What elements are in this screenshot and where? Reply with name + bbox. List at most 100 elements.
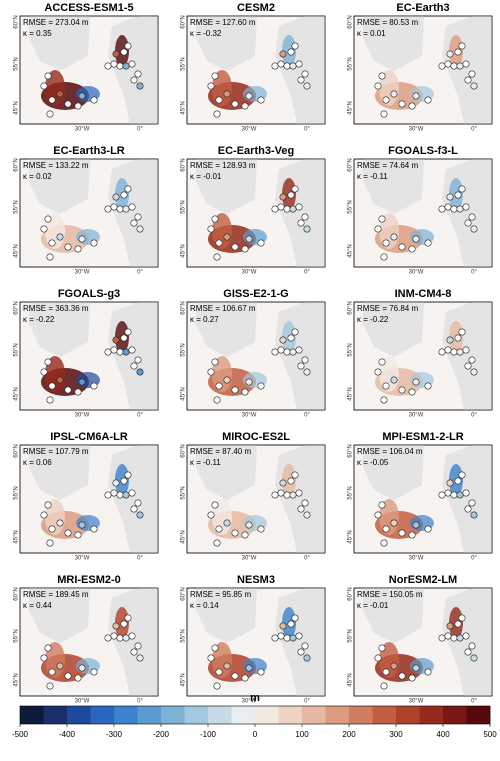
- station: [408, 388, 416, 396]
- station: [116, 491, 124, 499]
- station: [211, 215, 219, 223]
- station: [122, 634, 130, 642]
- station: [412, 92, 420, 100]
- station: [390, 376, 398, 384]
- station: [378, 501, 386, 509]
- lat-label: 45°N: [14, 530, 20, 543]
- map-panel: FGOALS-f3-L 60°N 55°N 45°N 30°W 0° RMSE = 74.6…: [348, 145, 493, 276]
- station: [398, 672, 406, 680]
- map-border: [186, 587, 326, 697]
- colorbar-label: m: [250, 692, 260, 704]
- lon-label: 30°W: [75, 556, 90, 562]
- station: [207, 82, 215, 90]
- lat-label: 45°N: [348, 387, 354, 400]
- lat-label: 60°N: [348, 444, 354, 457]
- station: [122, 205, 130, 213]
- station: [120, 48, 128, 56]
- lon-label: 0°: [137, 270, 143, 276]
- station: [283, 348, 291, 356]
- station: [378, 215, 386, 223]
- station: [374, 368, 382, 376]
- lat-label: 60°N: [14, 301, 20, 314]
- lat-label: 45°N: [181, 244, 187, 257]
- station: [136, 654, 144, 662]
- panel-title: EC-Earth3-Veg: [218, 145, 294, 157]
- station: [78, 378, 86, 386]
- station: [223, 662, 231, 670]
- lat-label: 60°N: [14, 587, 20, 600]
- station: [382, 382, 390, 390]
- panel-title: MRI-ESM2-0: [57, 574, 121, 586]
- station: [215, 668, 223, 676]
- station: [90, 239, 98, 247]
- map-panel: EC-Earth3-Veg 60°N 55°N 45°N 30°W 0° RMSE = 12…: [181, 145, 326, 276]
- station: [215, 96, 223, 104]
- station: [456, 62, 464, 70]
- station: [446, 336, 454, 344]
- colorbar-segment: [20, 706, 44, 724]
- colorbar-segment: [90, 706, 115, 724]
- map-panel: NESM3 60°N 55°N 45°N 30°W 0° RMSE = 95.85 m κ =…: [181, 574, 326, 705]
- station: [456, 491, 464, 499]
- station: [470, 654, 478, 662]
- station: [271, 634, 279, 642]
- station: [279, 622, 287, 630]
- station: [458, 328, 466, 336]
- station: [207, 654, 215, 662]
- station: [450, 205, 458, 213]
- station: [408, 674, 416, 682]
- colorbar-tick-label: 0: [253, 730, 258, 739]
- station: [213, 539, 221, 547]
- lon-label: 0°: [304, 127, 310, 133]
- map-border: [353, 158, 493, 268]
- colorbar-segment: [255, 706, 279, 724]
- station: [458, 471, 466, 479]
- colorbar-segment: [302, 706, 326, 724]
- rmse: RMSE = 127.60 m: [190, 18, 256, 27]
- station: [215, 382, 223, 390]
- panel-title: EC-Earth3-LR: [53, 145, 125, 157]
- map-panel: EC-Earth3 60°N 55°N 45°N 30°W 0° RMSE = 80.53 …: [348, 2, 493, 133]
- station: [444, 346, 452, 354]
- station: [112, 336, 120, 344]
- map-border: [19, 158, 159, 268]
- station: [470, 511, 478, 519]
- station: [450, 491, 458, 499]
- station: [128, 632, 136, 640]
- lat-label: 55°N: [181, 486, 187, 499]
- station: [48, 525, 56, 533]
- station: [424, 96, 432, 104]
- station: [223, 233, 231, 241]
- lat-label: 45°N: [348, 244, 354, 257]
- station: [48, 239, 56, 247]
- station: [90, 668, 98, 676]
- station: [382, 96, 390, 104]
- lon-label: 30°W: [75, 413, 90, 419]
- station: [438, 62, 446, 70]
- station: [215, 525, 223, 533]
- station: [295, 489, 303, 497]
- colorbar-segment: [43, 706, 68, 724]
- station: [64, 386, 72, 394]
- map-panel: MPI-ESM1-2-LR 60°N 55°N 45°N 30°W 0° RMSE = 10…: [348, 431, 493, 562]
- station: [110, 489, 118, 497]
- rmse: RMSE = 128.93 m: [190, 161, 256, 170]
- station: [78, 92, 86, 100]
- station: [279, 193, 287, 201]
- lat-label: 45°N: [348, 530, 354, 543]
- colorbar-tick-label: 500: [483, 730, 497, 739]
- station: [213, 253, 221, 261]
- station: [301, 70, 309, 78]
- lat-label: 60°N: [348, 301, 354, 314]
- land: [362, 302, 424, 357]
- station: [446, 50, 454, 58]
- lat-label: 60°N: [181, 444, 187, 457]
- station: [271, 348, 279, 356]
- station: [464, 219, 472, 227]
- station: [257, 96, 265, 104]
- station: [40, 511, 48, 519]
- station: [374, 82, 382, 90]
- kappa: κ = 0.14: [190, 601, 219, 610]
- station: [295, 632, 303, 640]
- station: [44, 215, 52, 223]
